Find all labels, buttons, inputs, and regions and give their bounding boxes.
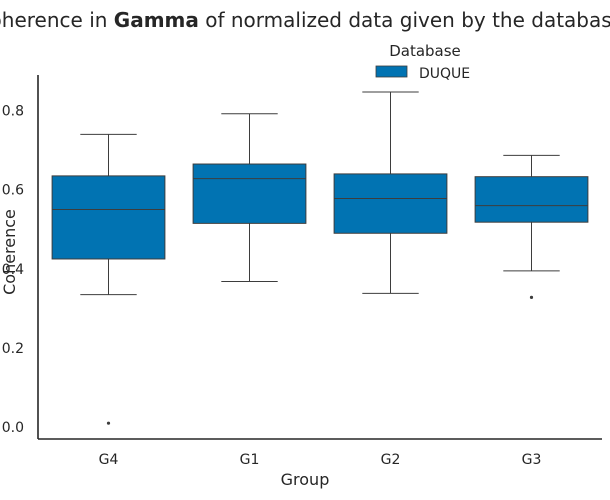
chart-title-emphasis: Gamma	[114, 8, 199, 32]
axes	[37, 75, 602, 440]
box-group	[51, 133, 166, 425]
outlier-point	[529, 295, 534, 299]
y-tick-label: 0.8	[2, 104, 24, 120]
chart-title: Coherence in Gamma of normalized data gi…	[0, 8, 610, 32]
box	[51, 175, 166, 260]
box-group	[192, 113, 307, 283]
x-axis-label: Group	[281, 470, 330, 489]
legend-entries: DUQUE	[375, 65, 470, 82]
x-tick-label: G2	[381, 452, 401, 468]
legend: Database DUQUE	[375, 42, 470, 82]
legend-swatch	[375, 65, 408, 78]
box	[192, 163, 307, 224]
box	[333, 173, 448, 234]
box-group	[474, 154, 589, 299]
y-tick-label: 0.4	[2, 262, 24, 278]
box-group	[333, 91, 448, 294]
y-ticks: 0.0 0.2 0.4 0.6 0.8	[2, 104, 24, 437]
legend-title: Database	[389, 42, 461, 60]
chart-title-suffix: of normalized data given by the database…	[199, 8, 610, 32]
x-tick-label: G4	[99, 452, 119, 468]
x-tick-label: G1	[240, 452, 260, 468]
y-axis-label: Coherence	[0, 209, 19, 295]
outlier-point	[106, 421, 111, 425]
legend-label: DUQUE	[419, 66, 470, 82]
box	[474, 176, 589, 223]
x-tick-label: G3	[522, 452, 542, 468]
chart-title-prefix: Coherence in	[0, 8, 114, 32]
plot-area	[51, 91, 589, 425]
y-tick-label: 0.0	[2, 420, 24, 436]
y-tick-label: 0.2	[2, 341, 24, 357]
y-tick-label: 0.6	[2, 183, 24, 199]
x-ticks: G4 G1 G2 G3	[99, 452, 542, 468]
